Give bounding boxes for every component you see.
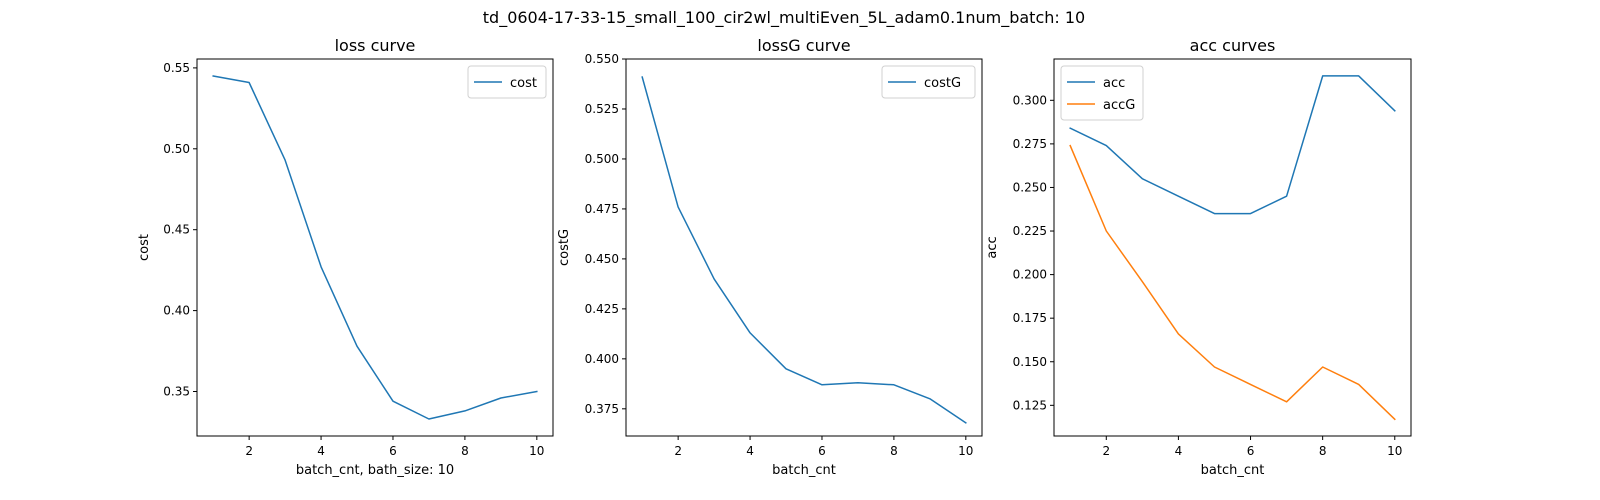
figure-suptitle: td_0604-17-33-15_small_100_cir2wl_multiE…	[483, 8, 1085, 28]
x-tick-label: 6	[1247, 444, 1255, 458]
series-line-accG	[1069, 144, 1396, 421]
x-tick-label: 4	[1175, 444, 1183, 458]
legend: acc accG	[1060, 65, 1144, 121]
x-tick-label: 4	[317, 444, 325, 458]
legend-frame	[467, 65, 547, 99]
y-tick-label: 0.175	[1013, 311, 1047, 325]
legend: cost	[467, 65, 547, 99]
x-tick-label: 10	[1387, 444, 1402, 458]
axes-frame	[1053, 58, 1412, 437]
y-tick-label: 0.150	[1013, 355, 1047, 369]
series-line-costG	[641, 76, 967, 424]
y-tick-label: 0.35	[163, 385, 190, 399]
x-axis-label: batch_cnt	[772, 463, 836, 478]
axes-frame	[625, 58, 983, 437]
x-tick-label: 4	[746, 444, 754, 458]
y-tick-label: 0.475	[585, 202, 619, 216]
y-tick-label: 0.225	[1013, 224, 1047, 238]
legend: costG	[881, 65, 976, 99]
y-axis-label: acc	[985, 236, 1000, 258]
subplot-title: lossG curve	[757, 36, 850, 55]
x-axis-label: batch_cnt	[1201, 463, 1265, 478]
x-tick-label: 6	[389, 444, 397, 458]
y-tick-label: 0.200	[1013, 268, 1047, 282]
x-tick-label: 8	[461, 444, 469, 458]
y-axis-label: costG	[557, 229, 572, 266]
y-tick-label: 0.375	[585, 402, 619, 416]
y-tick-label: 0.275	[1013, 137, 1047, 151]
y-tick-label: 0.525	[585, 102, 619, 116]
axes-frame	[196, 58, 554, 437]
y-tick-label: 0.45	[163, 223, 190, 237]
series-line-acc	[1069, 75, 1396, 215]
legend-label: cost	[510, 76, 537, 91]
y-tick-label: 0.550	[585, 52, 619, 66]
x-tick-label: 2	[245, 444, 253, 458]
legend-frame	[1060, 65, 1144, 121]
subplot-title: loss curve	[335, 36, 416, 55]
y-tick-label: 0.300	[1013, 93, 1047, 107]
legend-label: accG	[1103, 98, 1135, 113]
y-tick-label: 0.500	[585, 152, 619, 166]
y-axis-label: cost	[137, 234, 152, 261]
y-tick-label: 0.55	[163, 61, 190, 75]
series-line-cost	[212, 75, 538, 420]
y-tick-label: 0.425	[585, 302, 619, 316]
x-tick-label: 2	[674, 444, 682, 458]
y-tick-label: 0.400	[585, 352, 619, 366]
legend-frame	[881, 65, 976, 99]
legend-label: acc	[1103, 76, 1125, 91]
x-tick-label: 6	[818, 444, 826, 458]
subplot-2: lossG curve 2 4 6 8 10 0.375 0.400 0.425 0.450 0.4…	[557, 36, 983, 478]
x-tick-label: 8	[890, 444, 898, 458]
x-axis-label: batch_cnt, bath_size: 10	[296, 463, 454, 478]
y-tick-label: 0.125	[1013, 398, 1047, 412]
y-tick-label: 0.50	[163, 142, 190, 156]
x-tick-label: 8	[1319, 444, 1327, 458]
x-tick-label: 10	[529, 444, 544, 458]
y-tick-label: 0.450	[585, 252, 619, 266]
subplot-title: acc curves	[1190, 36, 1276, 55]
subplots-container: loss curve 2 4 6 8 10 0.35 0.40 0.45 0.50 0.55 batc…	[137, 36, 1412, 478]
subplot-1: loss curve 2 4 6 8 10 0.35 0.40 0.45 0.50 0.55 batc…	[137, 36, 554, 478]
legend-label: costG	[924, 76, 961, 91]
subplot-3: acc curves 2 4 6 8 10 0.125 0.150 0.175 0.200 0.22…	[985, 36, 1412, 478]
x-tick-label: 10	[958, 444, 973, 458]
x-tick-label: 2	[1102, 444, 1110, 458]
y-tick-label: 0.40	[163, 304, 190, 318]
y-tick-label: 0.250	[1013, 180, 1047, 194]
